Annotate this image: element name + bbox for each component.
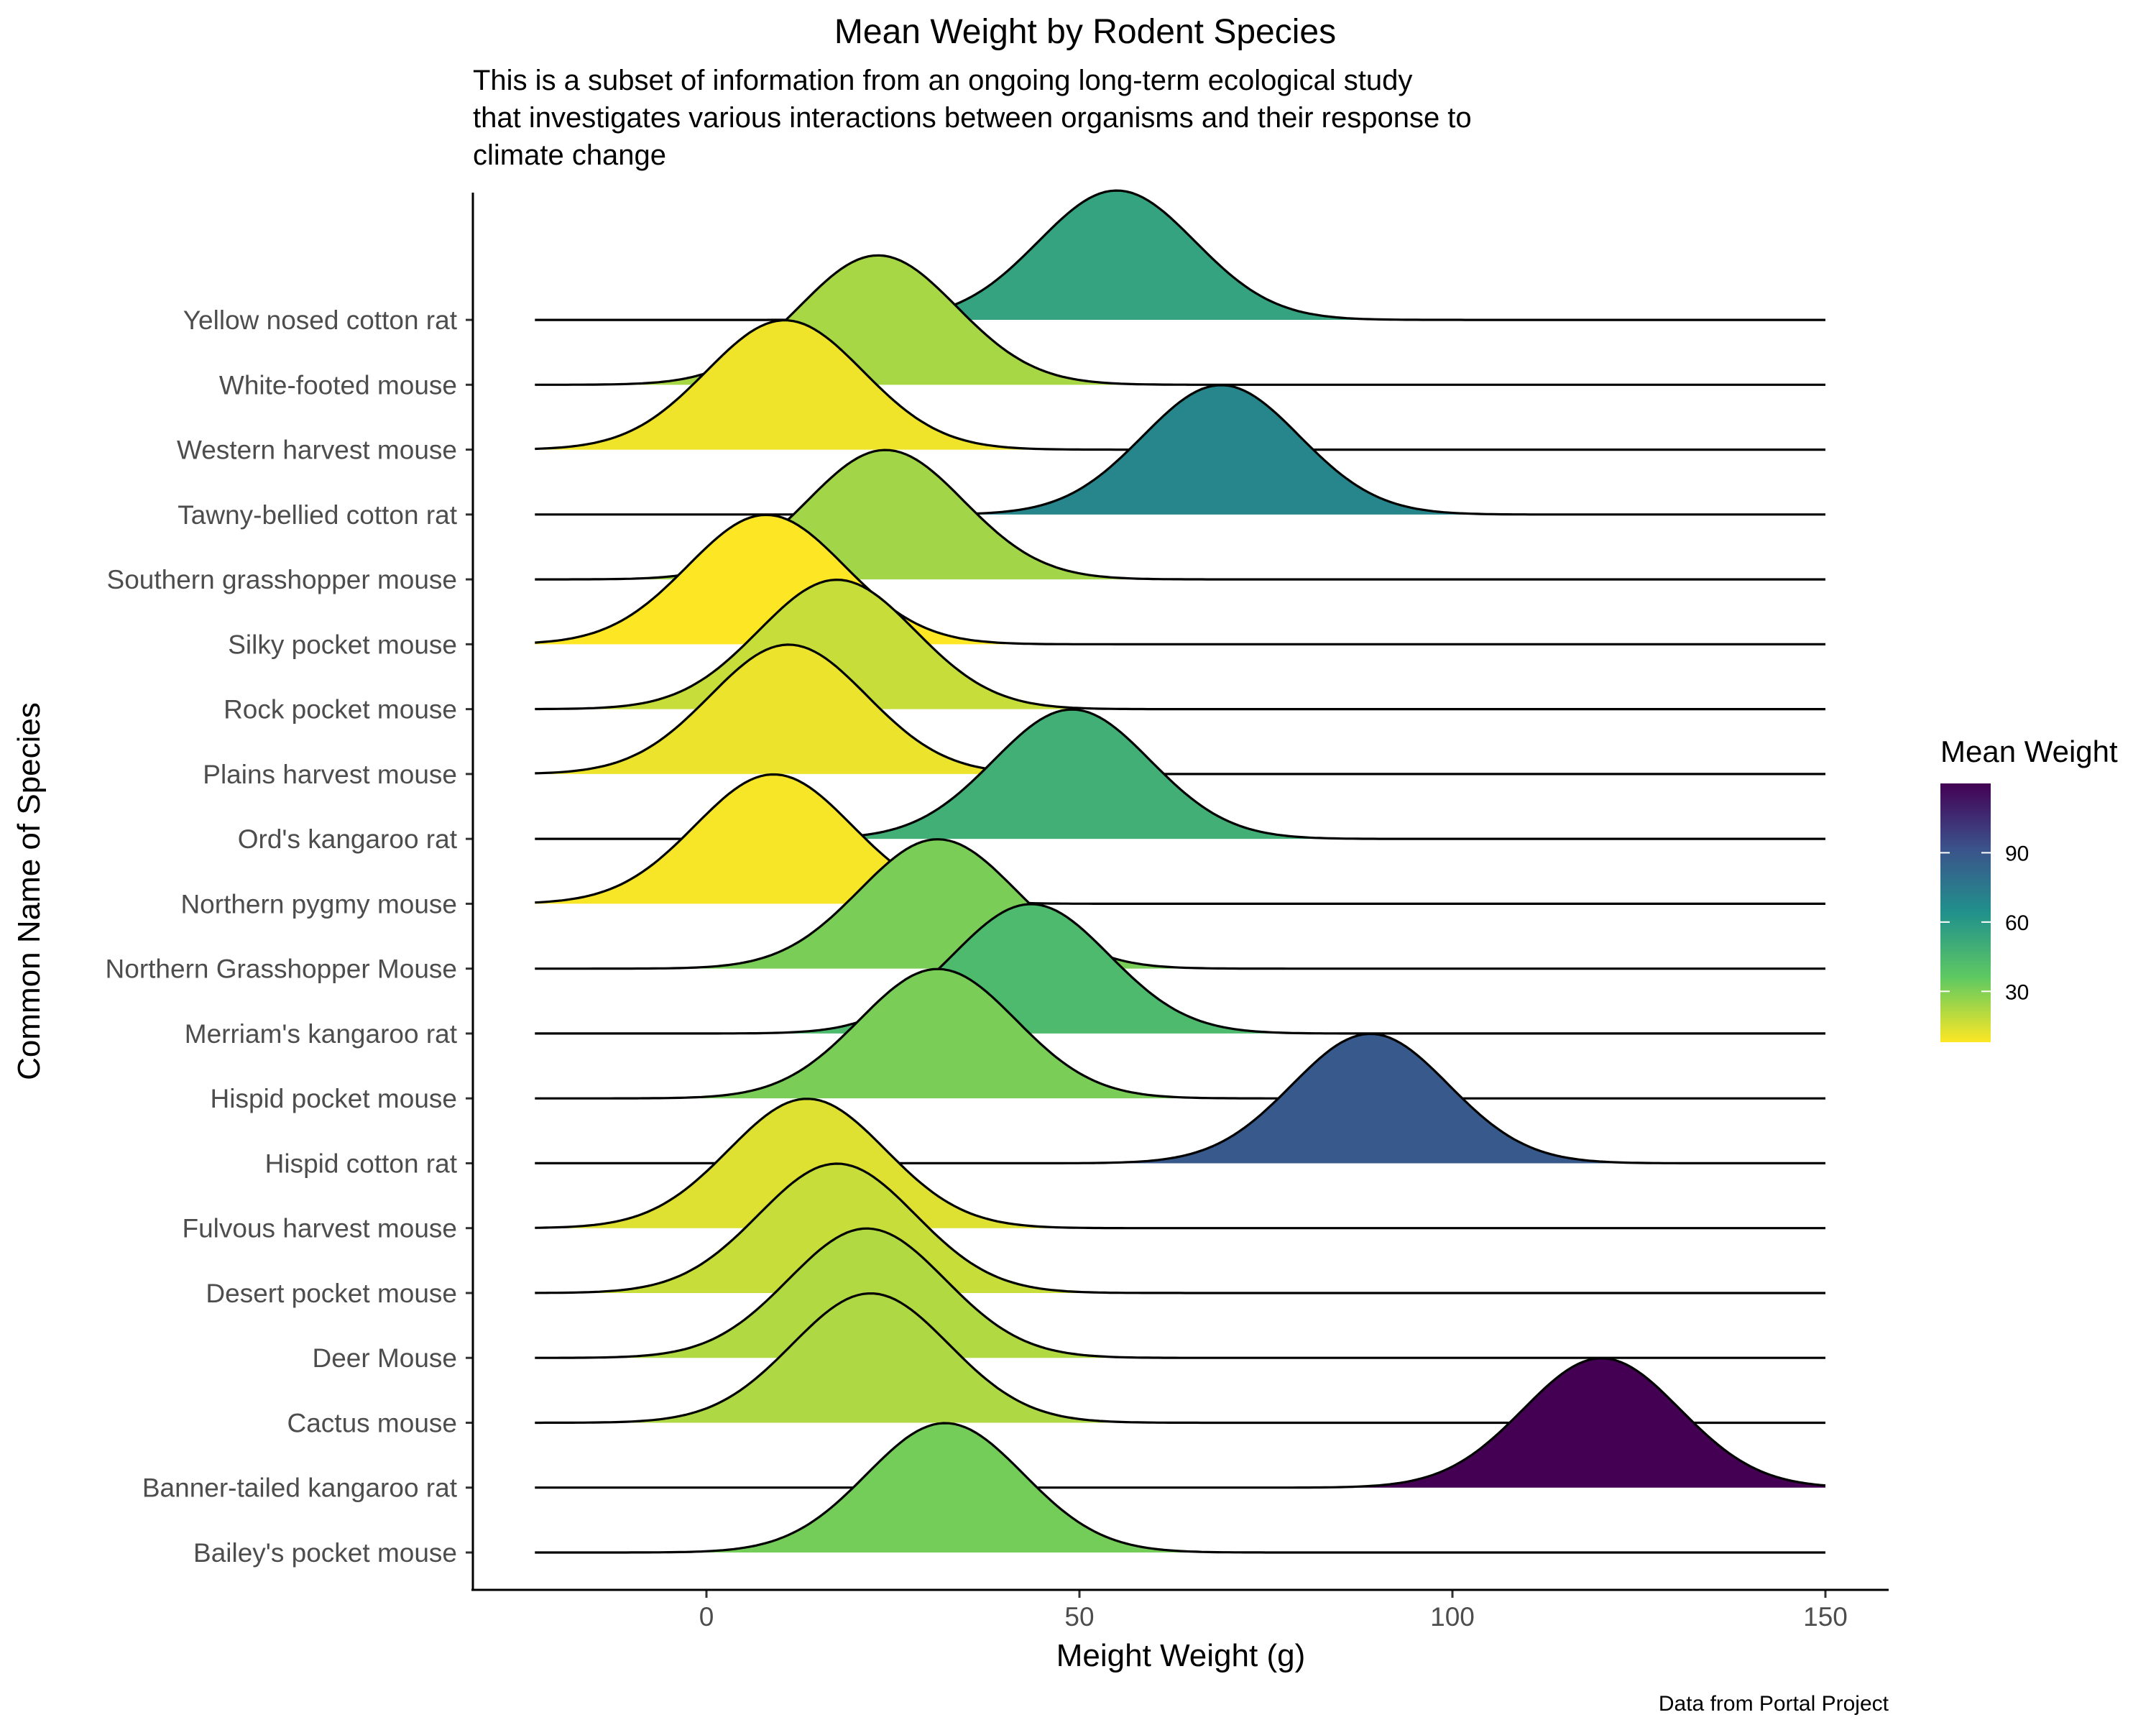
y-tick-label: Hispid cotton rat (265, 1149, 458, 1178)
ridge-outline (535, 643, 1825, 776)
chart-subtitle-line-3: climate change (473, 139, 666, 171)
chart-subtitle-line-2: that investigates various interactions b… (473, 102, 1472, 134)
ridge-fill (535, 385, 1825, 515)
legend-tick-label: 60 (2005, 911, 2029, 935)
y-tick-label: Plains harvest mouse (203, 760, 457, 789)
chart-subtitle-line-1: This is a subset of information from an … (473, 65, 1412, 96)
ridge-9 (535, 838, 1825, 970)
ridge-outline (535, 384, 1825, 516)
ridge-8 (535, 903, 1825, 1035)
ridge-fill (535, 255, 1825, 385)
y-tick-label: Southern grasshopper mouse (107, 565, 457, 594)
legend-ticks: 30 60 90 (1940, 842, 2029, 1004)
y-tick-label: Northern pygmy mouse (180, 889, 457, 919)
ridge-outline (535, 1098, 1825, 1230)
ridge-outline (535, 1357, 1826, 1489)
x-tick-label: 50 (1064, 1602, 1094, 1632)
ridge-outline (535, 903, 1825, 1035)
legend-colorbar (1940, 783, 1991, 1042)
y-tick-label: White-footed mouse (219, 370, 457, 400)
ridge-fill (535, 644, 1825, 774)
y-tick-label: Silky pocket mouse (228, 630, 457, 659)
chart-title: Mean Weight by Rodent Species (834, 13, 1336, 51)
ridge-fill (535, 190, 1825, 321)
legend-title: Mean Weight (1940, 735, 2118, 768)
ridge-fill (535, 450, 1825, 580)
legend-tick-label: 30 (2005, 980, 2029, 1004)
y-tick-label: Northern Grasshopper Mouse (106, 954, 457, 984)
ridge-12 (535, 643, 1825, 776)
ridge-fill (535, 1423, 1825, 1552)
ridge-13 (535, 578, 1825, 711)
x-tick-label: 100 (1430, 1602, 1475, 1632)
ridge-outline (535, 1422, 1825, 1554)
ridge-fill (535, 709, 1825, 840)
y-tick-label: Deer Mouse (312, 1343, 457, 1373)
x-axis-title: Meight Weight (g) (1056, 1638, 1305, 1673)
y-tick-label: Desert pocket mouse (206, 1279, 457, 1308)
ridge-outline (535, 967, 1825, 1100)
legend-tick-label: 90 (2005, 842, 2029, 865)
ridge-outline (535, 578, 1825, 711)
ridge-outline (535, 189, 1825, 321)
ridge-outline (535, 838, 1825, 970)
y-tick-label: Ord's kangaroo rat (238, 824, 458, 854)
y-tick-label: Bailey's pocket mouse (193, 1538, 457, 1568)
ridge-layers (535, 189, 1826, 1554)
y-tick-label: Merriam's kangaroo rat (185, 1019, 458, 1049)
y-tick-label: Yellow nosed cotton rat (183, 305, 458, 335)
y-tick-label: Rock pocket mouse (224, 695, 457, 724)
x-tick-label: 0 (699, 1602, 714, 1632)
y-tick-label: Cactus mouse (287, 1408, 458, 1438)
ridge-16 (535, 384, 1825, 516)
x-tick-label: 150 (1803, 1602, 1848, 1632)
ridge-19 (535, 189, 1825, 321)
color-legend: Mean Weight 30 60 90 (1940, 735, 2118, 1042)
y-axis-title: Common Name of Species (11, 702, 47, 1080)
y-tick-label: Banner-tailed kangaroo rat (142, 1473, 458, 1503)
ridge-fill (535, 839, 1825, 969)
ridge-fill (535, 1358, 1825, 1488)
ridge-fill (535, 320, 1825, 450)
ridge-10 (535, 773, 1825, 905)
ridge-fill (535, 969, 1825, 1099)
y-axis-ticks: Yellow nosed cotton rat White-footed mous… (106, 305, 473, 1568)
ridge-fill (535, 1293, 1825, 1423)
ridge-7 (535, 967, 1825, 1100)
ridge-outline (535, 1162, 1825, 1294)
ridge-1 (535, 1357, 1826, 1489)
ridge-0 (535, 1422, 1825, 1554)
y-tick-label: Tawny-bellied cotton rat (178, 500, 457, 530)
y-tick-label: Fulvous harvest mouse (182, 1214, 457, 1243)
ridge-outline (535, 513, 1825, 645)
chart-caption: Data from Portal Project (1659, 1692, 1889, 1716)
ridge-fill (535, 774, 1825, 904)
y-tick-label: Hispid pocket mouse (211, 1084, 457, 1113)
ridge-outline (535, 773, 1825, 905)
x-axis-ticks: 0 50 100 150 (699, 1590, 1848, 1632)
y-tick-label: Western harvest mouse (177, 436, 457, 465)
ridge-fill (535, 579, 1825, 709)
